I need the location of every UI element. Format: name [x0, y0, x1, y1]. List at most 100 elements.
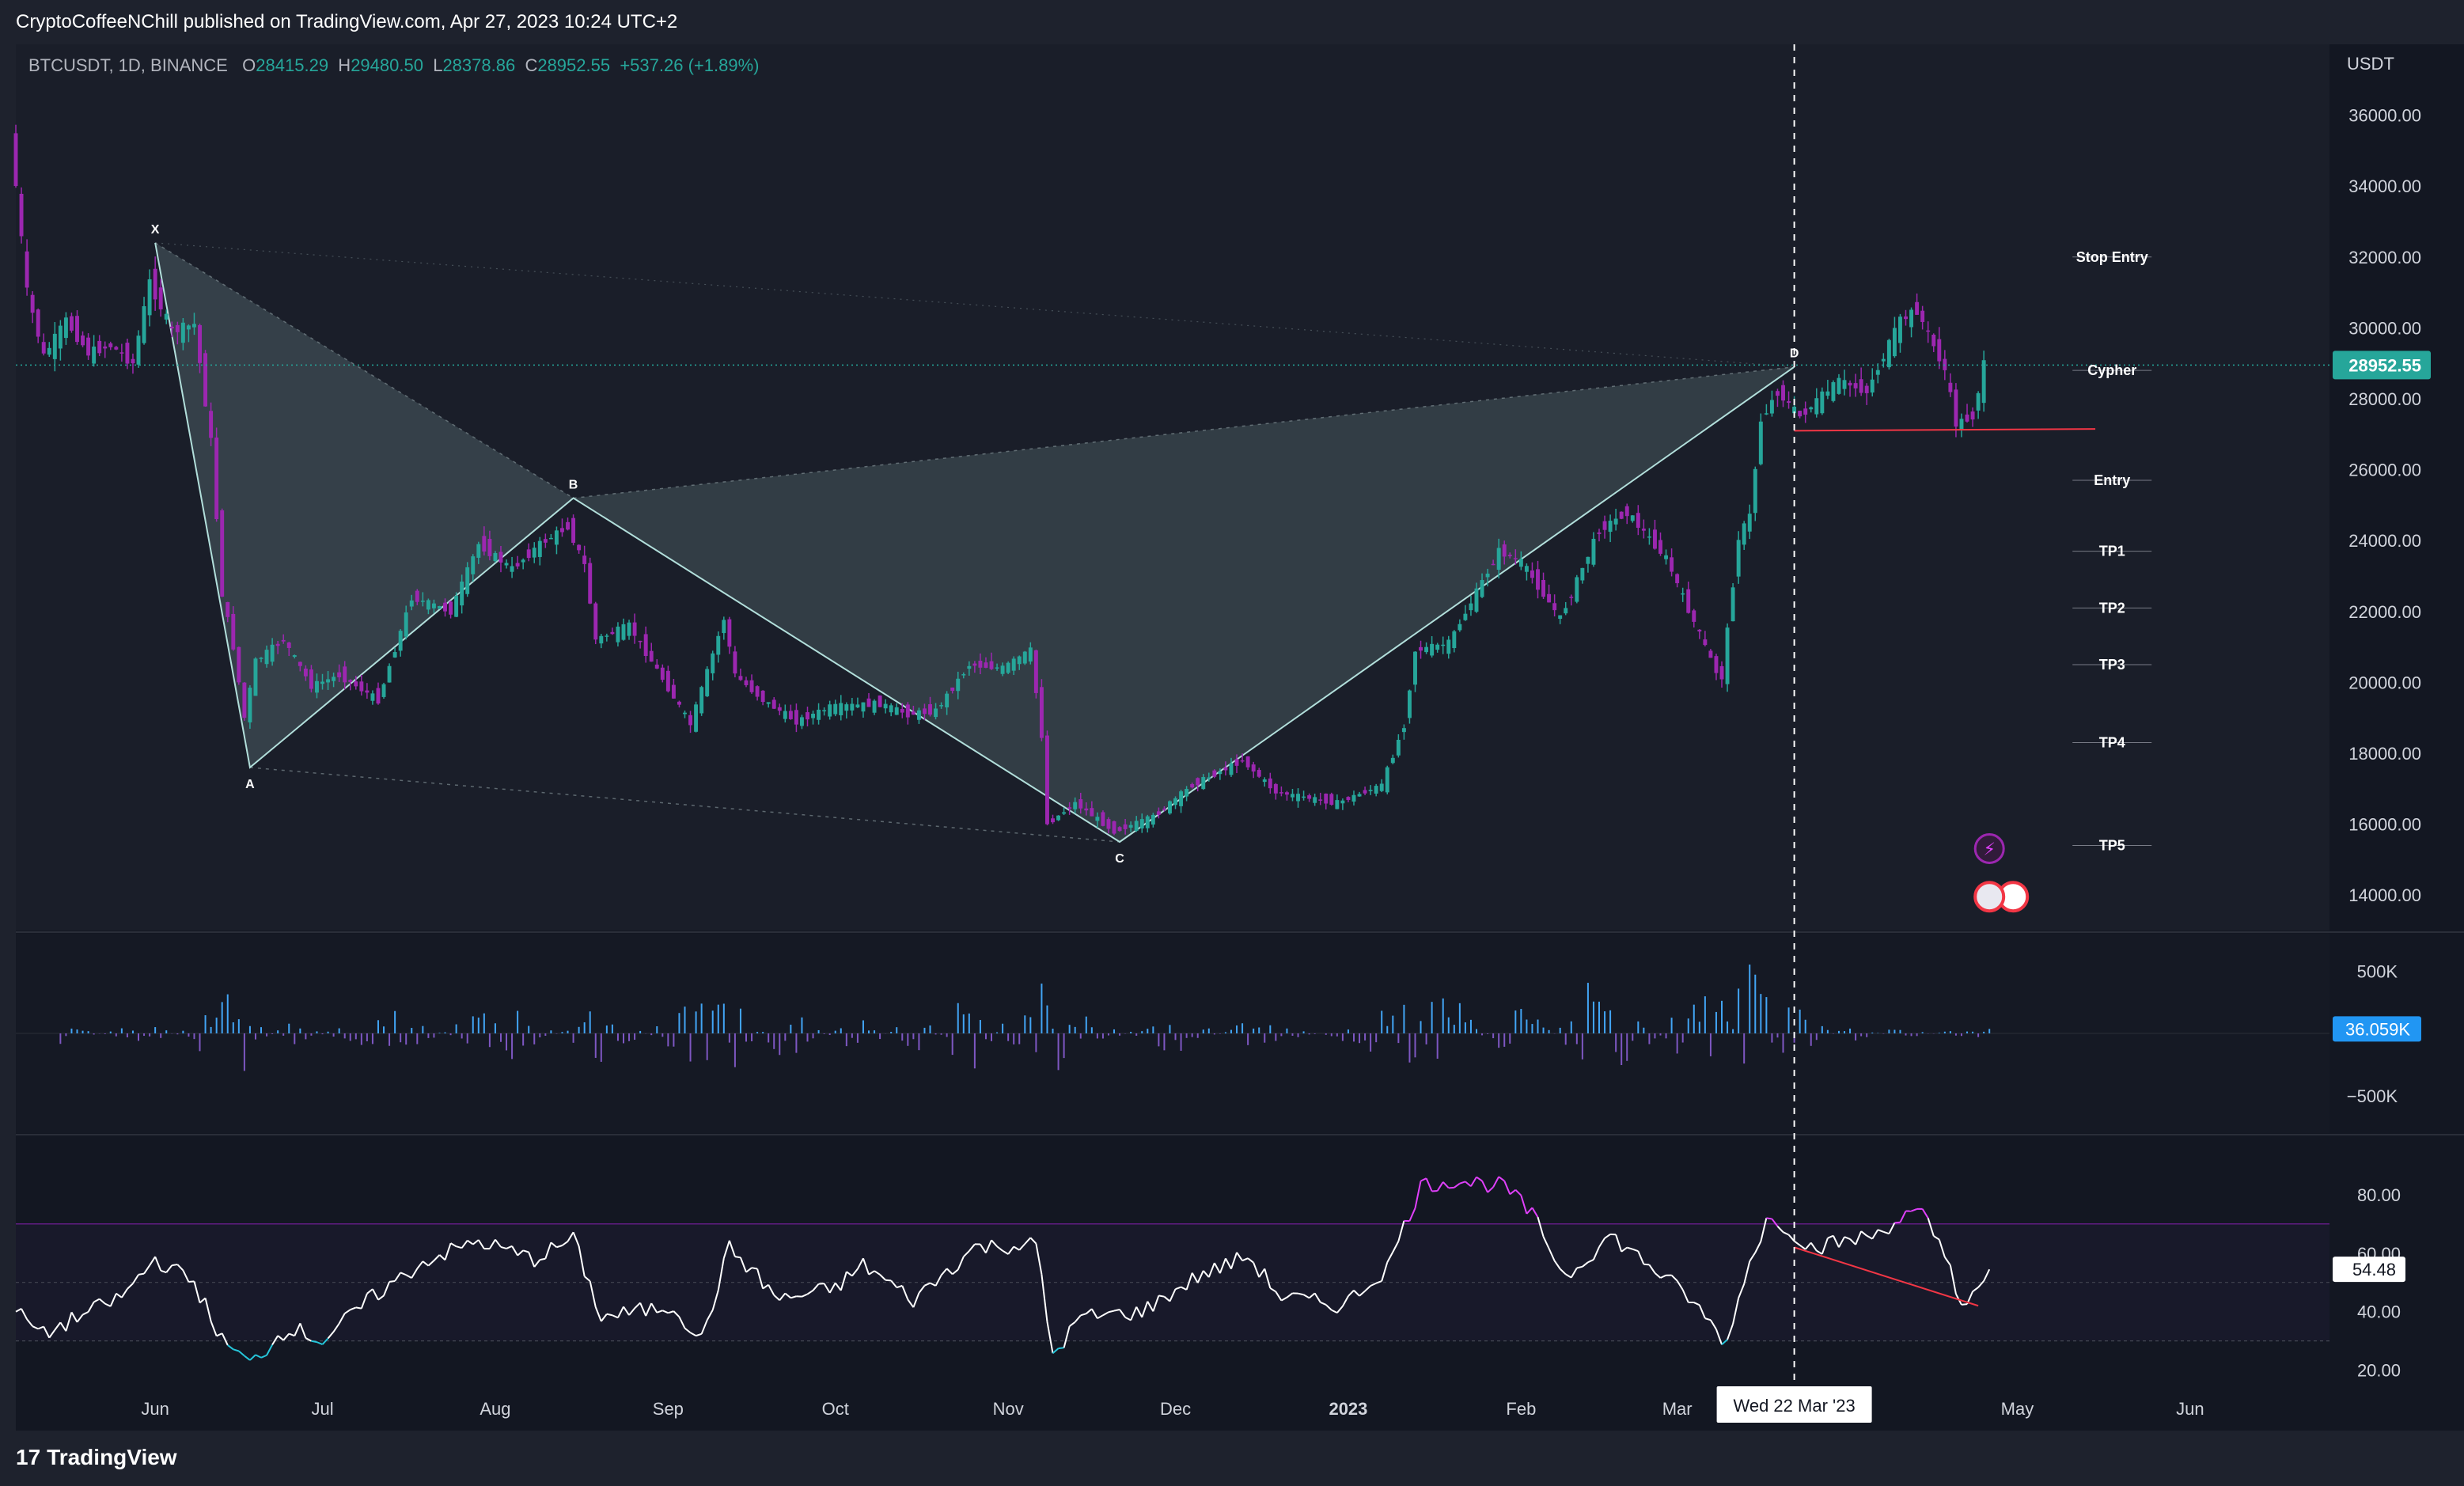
candle-body: [1591, 538, 1596, 565]
rsi-line-segment: [15, 1308, 22, 1313]
rsi-line-segment: [1838, 1236, 1845, 1248]
candle-body: [332, 677, 336, 681]
rsi-line-segment: [790, 1295, 797, 1299]
candle-body: [577, 544, 582, 551]
rsi-line-segment: [450, 1242, 457, 1248]
rsi-line-segment: [1258, 1268, 1266, 1278]
candle-body: [114, 347, 119, 350]
rsi-line-segment: [1275, 1291, 1283, 1302]
candle-body: [1959, 419, 1964, 430]
candle-body: [237, 646, 241, 683]
candle-body: [683, 712, 687, 715]
tradingview-logo[interactable]: 17 TradingView: [16, 1445, 177, 1470]
rsi-line-segment: [1626, 1246, 1633, 1250]
price-tick-label: 20000.00: [2348, 673, 2421, 692]
candle-body: [1150, 814, 1155, 825]
rsi-line-segment: [1804, 1241, 1812, 1250]
rsi-line-segment: [1436, 1181, 1444, 1192]
rsi-line-segment: [1827, 1234, 1834, 1239]
rsi-line-segment: [745, 1267, 752, 1273]
rsi-line-segment: [1465, 1181, 1472, 1187]
rsi-line-segment: [59, 1321, 67, 1332]
candle-body: [1062, 812, 1067, 814]
candle-body: [264, 650, 269, 665]
rsi-line-segment: [472, 1239, 480, 1245]
rsi-line-segment: [645, 1302, 653, 1317]
candle-body: [671, 684, 676, 699]
rsi-line-segment: [1397, 1220, 1405, 1241]
rsi-line-segment: [1721, 1339, 1728, 1345]
rsi-line-segment: [673, 1310, 680, 1317]
rsi-line-segment: [1476, 1176, 1483, 1182]
candle-body: [465, 567, 470, 594]
candle-body: [850, 703, 855, 711]
candle-body: [616, 626, 620, 643]
rsi-line-segment: [132, 1274, 139, 1284]
rsi-line-segment: [823, 1283, 831, 1294]
time-tick-label: Feb: [1506, 1399, 1536, 1419]
candle-body: [1915, 301, 1920, 315]
candle-body: [30, 294, 35, 313]
candle-body: [543, 539, 548, 543]
rsi-line-segment: [1559, 1268, 1567, 1276]
rsi-line-segment: [1370, 1282, 1377, 1287]
candle-body: [1837, 377, 1841, 394]
rsi-line-segment: [1833, 1235, 1840, 1248]
rsi-line-segment: [1264, 1268, 1272, 1289]
rsi-line-segment: [818, 1283, 824, 1285]
price-tick-label: 32000.00: [2348, 248, 2421, 267]
rsi-line-segment: [890, 1279, 898, 1288]
rsi-line-segment: [924, 1282, 931, 1287]
rsi-line-segment: [282, 1332, 290, 1341]
rsi-line-segment: [1308, 1292, 1316, 1299]
rsi-line-segment: [1314, 1292, 1321, 1303]
rsi-line-segment: [661, 1310, 669, 1314]
harmonic-dotted-leg: [249, 767, 1120, 843]
harmonic-point-label-x: X: [151, 223, 160, 237]
rsi-line-segment: [433, 1254, 441, 1261]
rsi-line-segment: [1698, 1304, 1706, 1319]
rsi-line-segment: [840, 1271, 847, 1291]
time-tick-label: Jun: [141, 1399, 169, 1419]
crosshair-date-tag: [1716, 1386, 1872, 1423]
candle-body: [1028, 647, 1033, 662]
candle-body: [711, 653, 715, 673]
rsi-line-segment: [99, 1298, 106, 1305]
rsi-line-segment: [834, 1282, 842, 1291]
candle-body: [443, 602, 447, 612]
rsi-line-segment: [1921, 1208, 1929, 1219]
candle-body: [1123, 824, 1128, 829]
candle-body: [476, 544, 481, 558]
candle-body: [1848, 382, 1852, 386]
time-tick-label: Jun: [2176, 1399, 2204, 1419]
level-label: TP4: [2099, 735, 2125, 751]
candle-body: [47, 347, 51, 355]
rsi-line-segment: [589, 1280, 597, 1308]
candle-body: [1469, 603, 1473, 611]
candle-body: [621, 624, 626, 640]
rsi-line-segment: [1771, 1218, 1779, 1227]
candle-body: [63, 317, 68, 339]
rsi-line-segment: [1041, 1274, 1048, 1322]
rsi-line-segment: [1152, 1295, 1160, 1312]
candle-body: [1931, 334, 1936, 347]
rsi-line-segment: [1158, 1295, 1165, 1298]
rsi-line-segment: [1643, 1263, 1650, 1266]
rsi-line-segment: [1219, 1258, 1226, 1274]
rsi-line-segment: [879, 1274, 886, 1281]
price-tick-label: 26000.00: [2348, 461, 2421, 480]
candle-body: [1262, 779, 1267, 783]
symbol-label[interactable]: BTCUSDT, 1D, BINANCE: [28, 55, 228, 75]
candle-body: [1619, 511, 1624, 519]
candle-body: [348, 680, 353, 682]
candle-body: [203, 353, 208, 407]
price-axis[interactable]: [2329, 44, 2464, 1431]
candle-body: [1831, 382, 1836, 401]
rsi-line-segment: [495, 1238, 502, 1248]
candle-body: [1351, 794, 1356, 802]
rsi-line-segment: [1074, 1314, 1082, 1323]
rsi-line-segment: [271, 1335, 279, 1346]
rsi-line-segment: [901, 1285, 909, 1300]
candle-body: [1051, 818, 1055, 823]
